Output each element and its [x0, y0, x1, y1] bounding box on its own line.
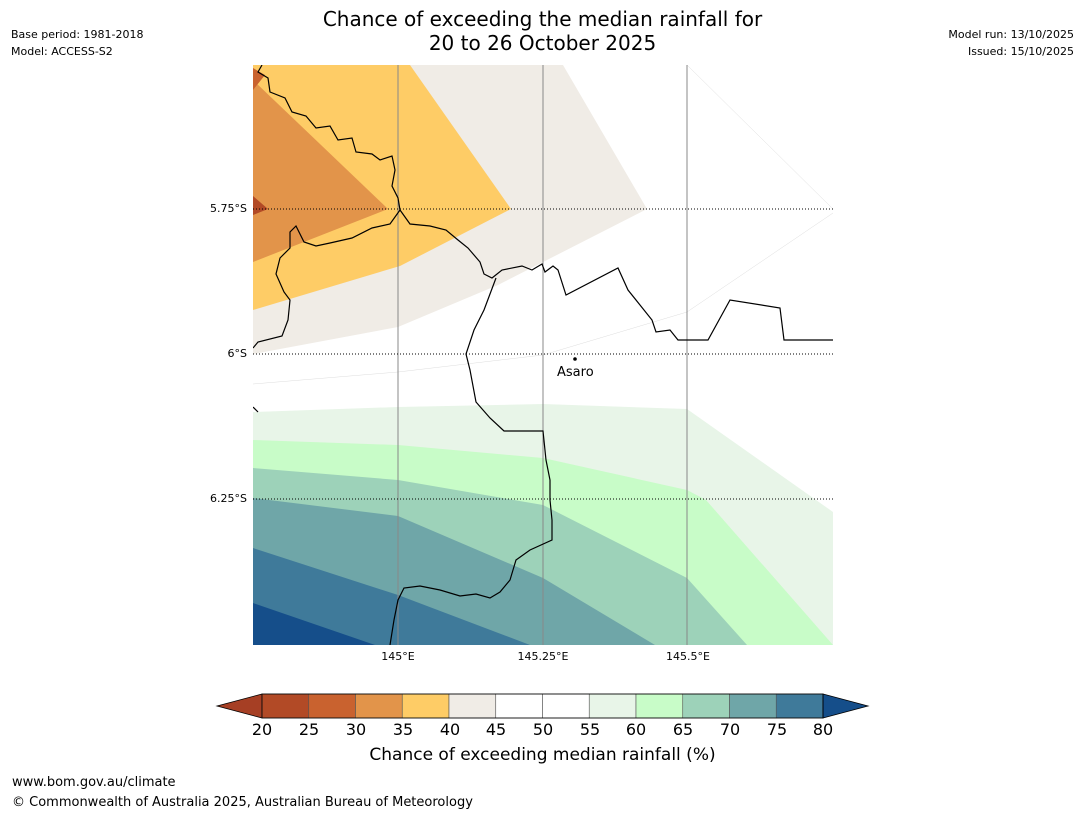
- colorbar-tick: 50: [532, 720, 554, 739]
- lat-label-6-25s: 6.25°S: [210, 492, 247, 505]
- colorbar-tick: 70: [719, 720, 741, 739]
- contour-20-25: [253, 196, 268, 215]
- colorbar-tick: 40: [439, 720, 461, 739]
- colorbar-extend-high: [822, 693, 870, 719]
- colorbar-tick: 20: [251, 720, 273, 739]
- colorbar-tick: 80: [812, 720, 834, 739]
- province-boundary-north: [257, 65, 833, 341]
- colorbar-extend-low: [215, 693, 263, 719]
- lat-label-5-75s: 5.75°S: [210, 202, 247, 215]
- colorbar-tick: 55: [579, 720, 601, 739]
- colorbar-segment: [542, 693, 590, 719]
- colorbar-segment: [682, 693, 730, 719]
- colorbar-segment: [635, 693, 684, 719]
- lat-label-6s: 6°S: [227, 347, 247, 360]
- province-boundary-west-stub: [253, 406, 259, 413]
- map-title: Chance of exceeding the median rainfall …: [0, 7, 1085, 55]
- colorbar-segment: [401, 693, 450, 719]
- contour-35-40: [253, 65, 511, 310]
- colorbar-segment: [448, 693, 497, 719]
- map-title-line-2: 20 to 26 October 2025: [428, 31, 657, 55]
- colorbar-tick: 30: [345, 720, 367, 739]
- contour-80-plus: [253, 603, 375, 645]
- colorbar-title: Chance of exceeding median rainfall (%): [369, 745, 716, 765]
- province-boundary-west: [253, 209, 401, 349]
- colorbar-segment: [775, 693, 824, 719]
- colorbar-tick: 25: [298, 720, 320, 739]
- lon-label-145-5e: 145.5°E: [666, 650, 710, 663]
- lon-label-145e: 145°E: [381, 650, 415, 663]
- colorbar-segment: [495, 693, 543, 719]
- issued-text: Issued: 15/10/2025: [967, 45, 1074, 58]
- colorbar-tick: 65: [672, 720, 694, 739]
- colorbar-frame: [261, 693, 824, 719]
- place-label-asaro: Asaro: [557, 365, 594, 380]
- colorbar-segment: [588, 693, 637, 719]
- colorbar-segment: [308, 693, 356, 719]
- model-run-text: Model run: 13/10/2025: [948, 28, 1074, 41]
- model-text: Model: ACCESS-S2: [11, 45, 113, 58]
- contour-line-50b: [686, 65, 833, 210]
- colorbar-segment: [729, 693, 777, 719]
- base-period-text: Base period: 1981-2018: [11, 28, 144, 41]
- colorbar-segment: [261, 693, 310, 719]
- colorbar-segment: [355, 693, 403, 719]
- colorbar-tick: 60: [625, 720, 647, 739]
- map-title-line-1: Chance of exceeding the median rainfall …: [322, 7, 763, 31]
- contour-30-35: [253, 80, 388, 262]
- lon-label-145-25e: 145.25°E: [517, 650, 569, 663]
- footer-url: www.bom.gov.au/climate: [12, 775, 176, 790]
- contour-25-30: [253, 68, 265, 90]
- province-boundary-central: [389, 277, 553, 645]
- asaro-marker: [573, 357, 577, 361]
- contour-75-80: [253, 548, 530, 645]
- footer-copyright: © Commonwealth of Australia 2025, Austra…: [12, 795, 473, 810]
- colorbar-tick: 35: [392, 720, 414, 739]
- colorbar-tick: 75: [766, 720, 788, 739]
- colorbar-tick: 45: [485, 720, 507, 739]
